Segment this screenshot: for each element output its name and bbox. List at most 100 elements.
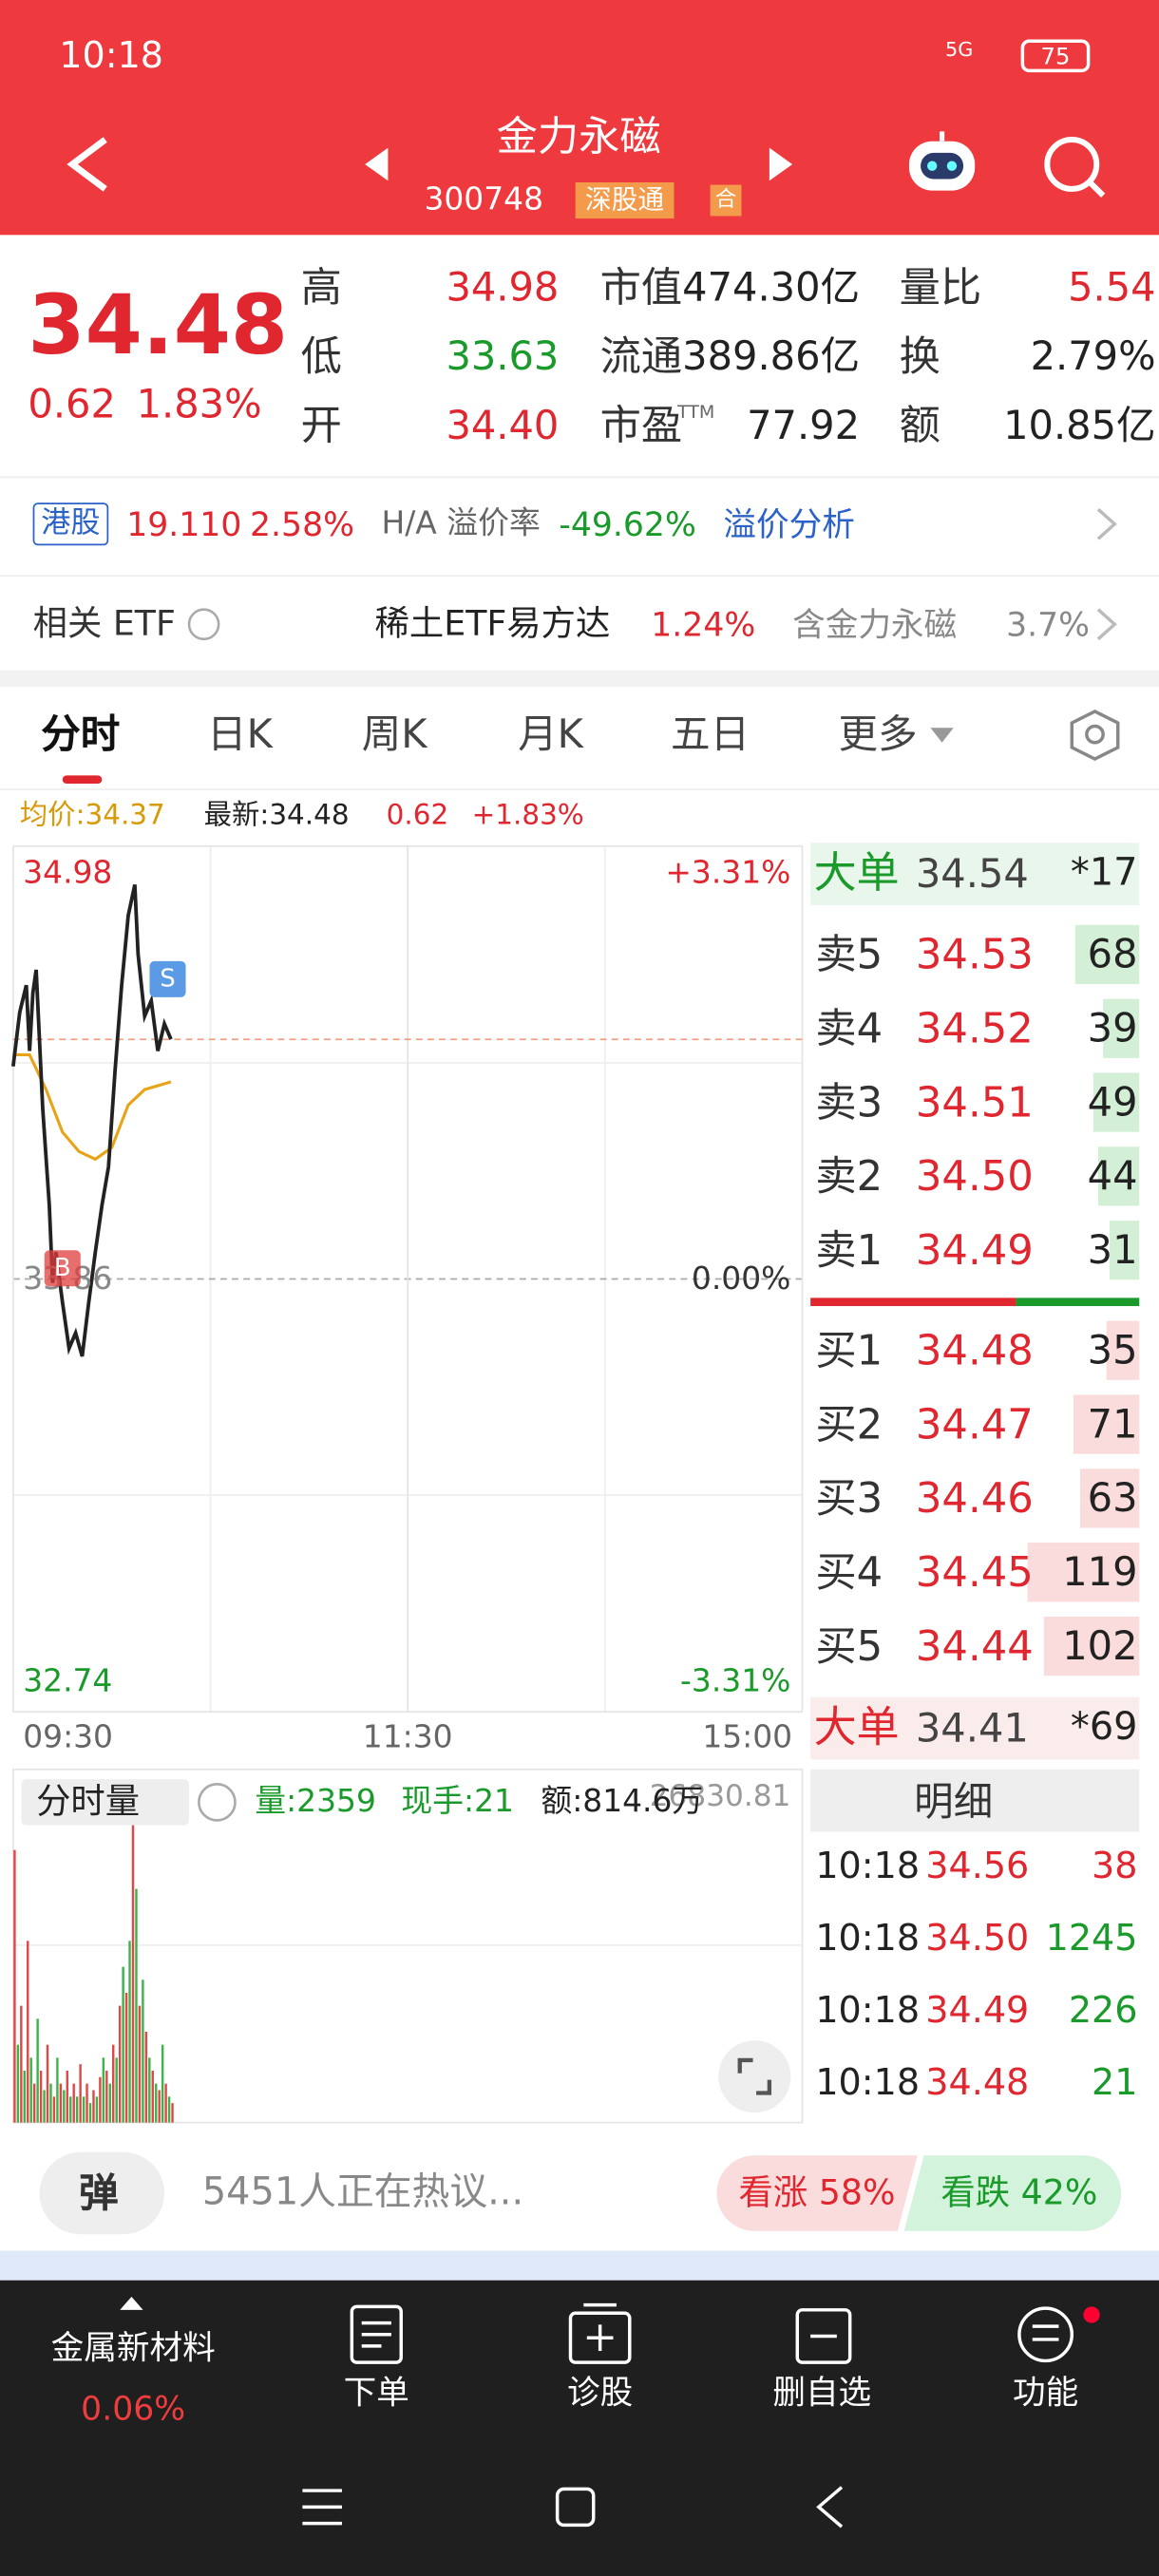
stat-label: 高 bbox=[300, 263, 342, 312]
nav-item[interactable]: 删自选 bbox=[772, 2372, 872, 2413]
latest-change-pct: +1.83% bbox=[471, 799, 584, 833]
tab[interactable]: 更多 bbox=[838, 710, 918, 758]
etf-name[interactable]: 稀土ETF易方达 bbox=[374, 603, 611, 644]
x-tick-label: 09:30 bbox=[23, 1719, 113, 1756]
big-order-price: 34.41 bbox=[915, 1705, 1029, 1752]
banner-strip bbox=[0, 2250, 1159, 2281]
x-tick-label: 11:30 bbox=[362, 1719, 453, 1756]
divider bbox=[0, 476, 1159, 479]
expand-sector[interactable] bbox=[120, 2296, 143, 2310]
trade-time: 10:18 bbox=[815, 1847, 921, 1888]
level-volume: 68 bbox=[1087, 931, 1138, 978]
big-order-row bbox=[810, 1696, 1140, 1760]
volume-bar bbox=[82, 2096, 86, 2123]
signal-label: B bbox=[53, 1252, 71, 1282]
hk-tag: 港股 bbox=[32, 502, 109, 546]
premium-link[interactable]: 溢价分析 bbox=[723, 503, 855, 544]
volume-bar bbox=[128, 1941, 131, 2123]
price-line bbox=[10, 883, 173, 1357]
level-label: 买2 bbox=[815, 1400, 884, 1449]
volume-selector-label[interactable]: 分时量 bbox=[36, 1781, 141, 1822]
volume-bar bbox=[1043, 1616, 1140, 1676]
volume-bar bbox=[164, 2083, 167, 2123]
bull-button[interactable] bbox=[716, 2155, 918, 2231]
volume-bar bbox=[95, 2096, 99, 2123]
battery bbox=[1020, 39, 1091, 73]
chevron[interactable] bbox=[1096, 507, 1117, 540]
volume-bar bbox=[13, 1849, 16, 2123]
sector-change: 0.06% bbox=[81, 2388, 186, 2429]
latest-change: 0.62 bbox=[386, 799, 449, 833]
volume-selector bbox=[21, 1779, 190, 1826]
current-hand: 现手:21 bbox=[401, 1783, 514, 1820]
stat-label: 额 bbox=[899, 401, 940, 450]
volume-bar bbox=[1073, 1394, 1140, 1454]
trades-title[interactable]: 明细 bbox=[914, 1779, 994, 1826]
divider bbox=[0, 575, 1159, 578]
bear-button[interactable] bbox=[903, 2155, 1122, 2231]
trade-volume: 21 bbox=[1092, 2063, 1138, 2105]
nav-item[interactable]: 功能 bbox=[1012, 2372, 1079, 2413]
connect-tag: 深股通 bbox=[575, 181, 674, 219]
signal-marker bbox=[44, 1250, 81, 1287]
assistant-icon[interactable] bbox=[908, 131, 976, 191]
help-icon[interactable] bbox=[198, 1783, 237, 1822]
prev-stock[interactable] bbox=[365, 147, 389, 181]
chevron[interactable] bbox=[1096, 608, 1117, 641]
level-volume: 44 bbox=[1087, 1153, 1138, 1200]
level-price: 34.52 bbox=[915, 1004, 1034, 1052]
sector-name[interactable]: 金属新材料 bbox=[50, 2327, 216, 2368]
discussion-label[interactable]: 5451人正在热议... bbox=[201, 2170, 524, 2214]
volume-bar bbox=[112, 2044, 115, 2123]
stat-label: 市值 bbox=[599, 263, 683, 312]
expand-button[interactable] bbox=[718, 2040, 791, 2113]
search-button[interactable] bbox=[1044, 136, 1106, 198]
next-stock[interactable] bbox=[769, 147, 793, 181]
settings-button bbox=[1085, 724, 1105, 745]
volume-bar bbox=[66, 2070, 68, 2123]
nav-item[interactable]: 诊股 bbox=[567, 2372, 634, 2413]
tab[interactable]: 分时 bbox=[41, 710, 121, 758]
tab[interactable]: 月K bbox=[518, 710, 583, 758]
level-price: 34.49 bbox=[915, 1226, 1034, 1275]
tab[interactable]: 日K bbox=[207, 710, 273, 758]
help-icon[interactable] bbox=[187, 608, 220, 641]
trades-header bbox=[810, 1769, 1140, 1832]
trade-price: 34.50 bbox=[925, 1919, 1030, 1960]
bear-label: 看跌 42% bbox=[940, 2172, 1098, 2212]
back-button[interactable] bbox=[66, 137, 107, 192]
nav-item[interactable]: 下单 bbox=[343, 2372, 409, 2413]
volume-amount: 额:814.6万 bbox=[541, 1783, 704, 1820]
big-order-count: *69 bbox=[1070, 1706, 1138, 1750]
trade-time: 10:18 bbox=[815, 1991, 921, 2033]
battery-level: 75 bbox=[1040, 44, 1071, 71]
stat-label: 开 bbox=[300, 401, 342, 450]
level-label: 买3 bbox=[815, 1474, 884, 1523]
volume-bar bbox=[118, 2005, 122, 2123]
y-tick-label: 32.74 bbox=[23, 1663, 113, 1700]
trade-volume: 38 bbox=[1092, 1847, 1138, 1888]
status-time: 10:18 bbox=[59, 36, 164, 78]
y-tick-label: 34.98 bbox=[23, 855, 113, 892]
stat-label: 换 bbox=[899, 332, 940, 381]
volume-bar bbox=[1097, 1146, 1140, 1206]
volume-bar bbox=[1092, 1072, 1140, 1132]
volume-bar bbox=[1106, 1320, 1140, 1380]
level-volume: 39 bbox=[1087, 1005, 1138, 1051]
settings-button[interactable] bbox=[1070, 709, 1120, 762]
stat-label: 流通 bbox=[599, 332, 683, 381]
level-volume: 49 bbox=[1087, 1079, 1138, 1126]
volume-bar bbox=[161, 2044, 164, 2123]
danmaku-button[interactable] bbox=[39, 2151, 165, 2235]
level-price: 34.53 bbox=[915, 930, 1034, 978]
latest-price: 最新:34.48 bbox=[203, 799, 350, 833]
tag: 合 bbox=[710, 184, 742, 217]
tab[interactable]: 周K bbox=[361, 710, 428, 758]
dropdown-icon[interactable] bbox=[930, 728, 954, 743]
stat-value: 389.86亿 bbox=[682, 333, 861, 380]
trade-volume: 1245 bbox=[1045, 1919, 1138, 1960]
tab[interactable]: 五日 bbox=[671, 710, 750, 758]
signal-label: S bbox=[160, 963, 176, 994]
